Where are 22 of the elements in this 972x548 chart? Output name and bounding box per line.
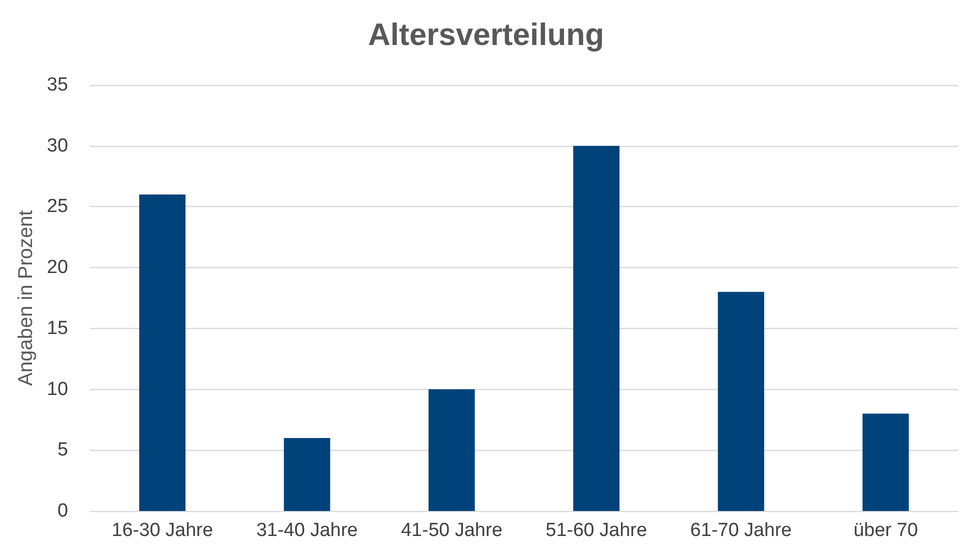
bar: [284, 438, 330, 511]
bar: [718, 292, 764, 511]
x-tick-label: 61-70 Jahre: [690, 520, 792, 541]
x-tick-label: 31-40 Jahre: [256, 520, 358, 541]
bar: [573, 146, 620, 511]
chart-title: Altersverteilung: [368, 17, 604, 52]
bar: [862, 414, 909, 511]
y-tick-label: 0: [57, 500, 68, 522]
bar: [139, 194, 186, 511]
y-axis-title: Angaben in Prozent: [15, 210, 37, 386]
y-tick-label: 25: [46, 196, 68, 218]
y-tick-label: 35: [46, 74, 68, 96]
x-tick-label: 16-30 Jahre: [112, 520, 214, 541]
x-tick-label: 41-50 Jahre: [400, 520, 502, 541]
bar: [428, 389, 475, 511]
y-tick-label: 15: [46, 318, 68, 339]
y-tick-label: 20: [46, 257, 68, 278]
x-tick-label: über 70: [853, 520, 918, 541]
x-tick-label: 51-60 Jahre: [546, 520, 648, 541]
y-tick-label: 5: [57, 440, 68, 461]
y-tick-label: 10: [46, 378, 68, 400]
y-tick-label: 30: [46, 135, 68, 156]
